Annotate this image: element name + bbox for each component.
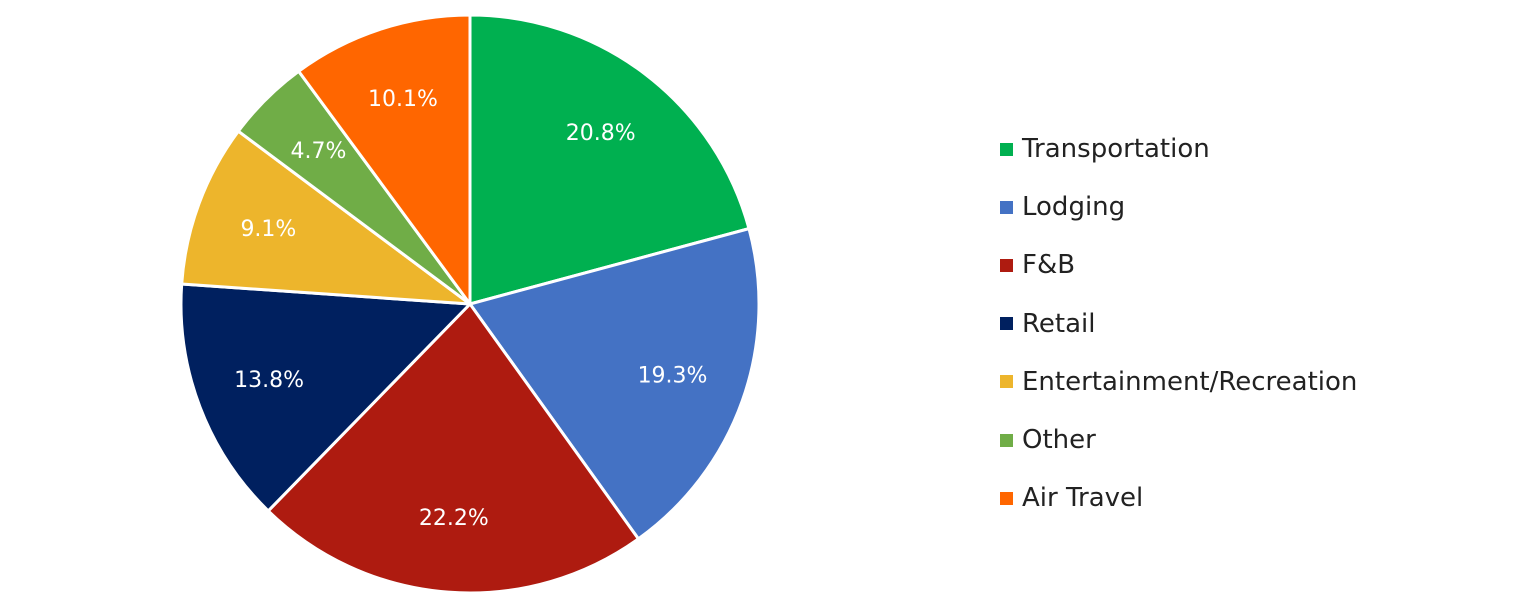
slice-value-label-lodging: 19.3% [638, 364, 708, 389]
slice-value-label-retail: 13.8% [234, 368, 304, 393]
pie-chart: 20.8% 19.3% 22.2% 13.8% 9.1% 4.7% 10.1% [179, 13, 761, 595]
legend-label: Air Travel [1022, 483, 1144, 514]
legend-swatch [1000, 200, 1013, 214]
legend-label: Retail [1022, 308, 1096, 339]
legend-item-lodging: Lodging [1000, 178, 1357, 236]
slice-value-label-transportation: 20.8% [566, 121, 636, 146]
legend-swatch [1000, 433, 1013, 447]
legend-swatch [1000, 491, 1013, 505]
legend-item-transportation: Transportation [1000, 120, 1357, 178]
legend-swatch [1000, 317, 1013, 331]
pie-slice-transportation [468, 13, 751, 306]
legend-item-entertainment-recreation: Entertainment/Recreation [1000, 353, 1357, 411]
legend-item-air-travel: Air Travel [1000, 469, 1357, 527]
legend-label: Other [1022, 425, 1096, 456]
legend-swatch [1000, 375, 1013, 389]
pie-slice-air-travel [297, 13, 472, 306]
legend-item-f-b: F&B [1000, 236, 1357, 294]
legend: Transportation Lodging F&B Retail Entertainm… [1000, 120, 1357, 527]
legend-swatch [1000, 258, 1013, 272]
pie-slice-lodging [468, 227, 761, 541]
legend-label: Transportation [1022, 134, 1210, 165]
legend-item-other: Other [1000, 411, 1357, 469]
legend-swatch [1000, 142, 1013, 156]
legend-item-retail: Retail [1000, 295, 1357, 353]
slice-value-label-air-travel: 10.1% [368, 87, 438, 112]
legend-label: Lodging [1022, 192, 1126, 223]
slice-labels: 20.8% 19.3% 22.2% 13.8% 9.1% 4.7% 10.1% [234, 87, 707, 531]
legend-label: Entertainment/Recreation [1022, 366, 1358, 397]
pie-slice-retail [179, 282, 472, 513]
pie-slices [179, 13, 761, 595]
pie-slice-f-b [266, 302, 640, 595]
legend-label: F&B [1022, 250, 1076, 281]
pie-slice-entertainment-recreation [180, 129, 472, 306]
slice-value-label-entertainment-recreation: 9.1% [240, 217, 296, 242]
slice-value-label-other: 4.7% [290, 139, 346, 164]
slice-value-label-f-b: 22.2% [419, 506, 489, 531]
